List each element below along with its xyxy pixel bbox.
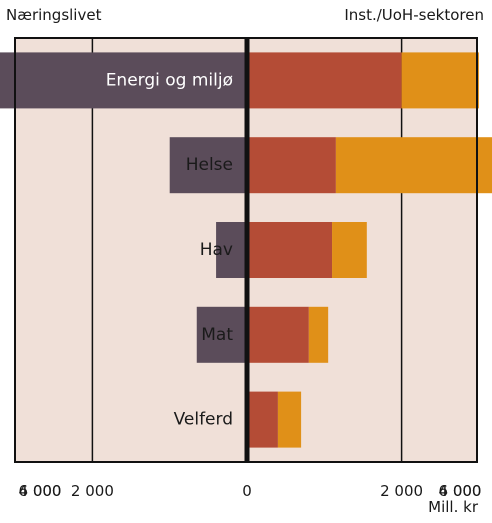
x-tick-label: 6 000 (439, 482, 482, 500)
x-tick-label: 0 (242, 482, 252, 500)
bar-uoh (332, 222, 367, 278)
x-tick-label: 4 000 (439, 482, 482, 500)
x-tick-label: 2 000 (380, 482, 423, 500)
bar-uoh (335, 137, 492, 194)
category-label: Velferd (174, 410, 233, 430)
x-tick-label: 4 000 (19, 482, 62, 500)
plot-frame (14, 37, 478, 463)
category-label: Mat (201, 325, 233, 345)
bar-uoh (308, 306, 329, 363)
right-sector-label: Inst./UoH-sektoren (344, 6, 484, 24)
bar-inst (247, 306, 309, 363)
bar-naeringslivet (216, 222, 247, 278)
bar-uoh (277, 391, 302, 448)
category-label: Energi og miljø (106, 70, 233, 90)
bar-naeringslivet (169, 137, 247, 194)
left-sector-label: Næringslivet (6, 6, 102, 24)
bar-inst (247, 137, 336, 194)
x-tick-label: 6 000 (19, 482, 62, 500)
bar-uoh (401, 52, 479, 109)
unit-label: Mill. kr (428, 498, 478, 516)
category-label: Helse (186, 155, 233, 175)
bar-naeringslivet (0, 52, 248, 109)
bar-inst (247, 222, 333, 278)
bar-naeringslivet (196, 306, 247, 363)
x-tick-label: 2 000 (71, 482, 114, 500)
bar-inst (247, 52, 402, 109)
bar-inst (247, 391, 278, 448)
category-label: Hav (200, 240, 233, 260)
